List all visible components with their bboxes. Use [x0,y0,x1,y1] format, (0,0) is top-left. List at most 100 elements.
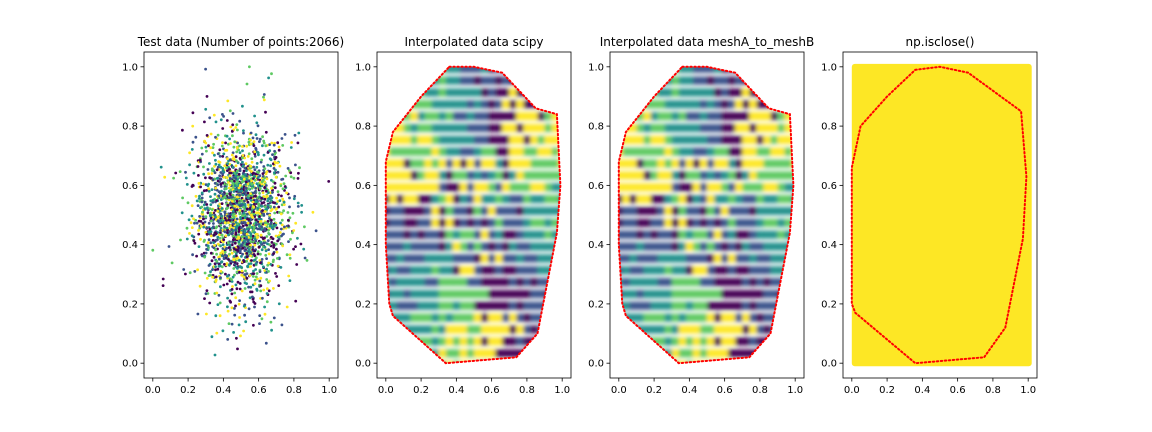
field-cell [650,195,659,204]
scatter-point [239,231,243,235]
scatter-point [267,252,271,256]
field-cell [459,290,468,298]
scatter-point [190,234,194,238]
field-cell [551,147,560,156]
field-cell [523,242,532,251]
scatter-point [227,181,230,184]
field-cell [424,88,433,97]
scatter-point [281,144,285,147]
scatter-point [238,287,242,291]
scatter-point [232,238,235,242]
field-cell [742,301,751,310]
field-cell [544,242,553,251]
field-cell [671,278,680,287]
field-cell [452,278,461,287]
scatter-point [234,265,238,269]
scatter-point [190,226,194,230]
field-cell [671,313,680,322]
scatter-point [236,280,240,284]
scatter-point [243,190,247,194]
scatter-point [209,132,213,136]
field-cell [707,147,715,156]
field-cell [678,124,687,132]
y-tick-label: 0.6 [122,181,138,192]
scatter-point [296,201,300,205]
field-cell [692,135,701,144]
scatter-point [255,289,259,292]
field-cell [523,266,532,275]
scatter-point [206,206,209,210]
field-cell [777,171,786,180]
field-cell [431,254,440,263]
field-cell [714,290,723,298]
field-cell [763,242,772,251]
scatter-point [263,205,267,209]
scatter-point [252,228,256,232]
scatter-point [179,238,182,242]
field-cell [424,254,433,263]
scatter-point [249,232,253,236]
field-cell [742,230,751,239]
scatter-point [260,158,263,162]
field-cell [742,88,751,97]
scatter-point [218,191,222,195]
x-tick-label: 1.0 [787,385,803,396]
field-cell [459,183,468,192]
field-cell [452,183,461,192]
scatter-point [263,305,266,309]
scatter-point [297,171,300,175]
field-cell [502,183,511,192]
field-cell [728,242,737,251]
field-cell [474,278,482,287]
field-cell [431,171,440,180]
scatter-point [294,163,297,167]
field-cell [749,112,758,121]
field-cell [410,159,419,168]
scatter-point [238,270,241,274]
scatter-point [229,195,233,199]
field-cell [664,112,673,121]
field-cell [685,290,694,298]
field-cell [749,325,758,334]
scatter-point [253,254,257,258]
field-cell [523,254,532,263]
field-cell [466,135,475,144]
field-cell [459,278,468,287]
field-cell [424,266,433,275]
scatter-point [214,215,217,219]
scatter-point [270,328,273,332]
field-cell [452,195,461,204]
field-cell [495,325,504,334]
scatter-point [207,221,211,225]
scatter-point [280,323,284,327]
field-cell [445,301,454,310]
field-cell [452,147,461,156]
x-tick-label: 0.4 [914,385,930,396]
field-cell [618,230,624,239]
field-cell [438,301,447,310]
field-cell [516,266,525,275]
scatter-point [292,247,295,251]
scatter-point [274,175,278,179]
field-cell [445,218,454,227]
scatter-point [204,141,208,145]
scatter-point [244,269,247,273]
field-cell [756,266,765,275]
scatter-point [243,313,247,317]
scatter-point [213,153,216,157]
field-cell [523,278,532,287]
scatter-point [228,183,232,187]
field-cell [410,230,419,239]
field-cell [474,88,482,97]
field-cell [784,195,793,204]
scatter-point [214,232,218,236]
field-cell [756,290,765,298]
scatter-point [210,172,214,175]
scatter-point [276,161,279,165]
field-cell [523,124,532,132]
field-cell [678,301,687,310]
field-cell [707,207,715,215]
field-cell [636,183,645,192]
field-cell [692,325,701,334]
scatter-point [213,353,217,357]
